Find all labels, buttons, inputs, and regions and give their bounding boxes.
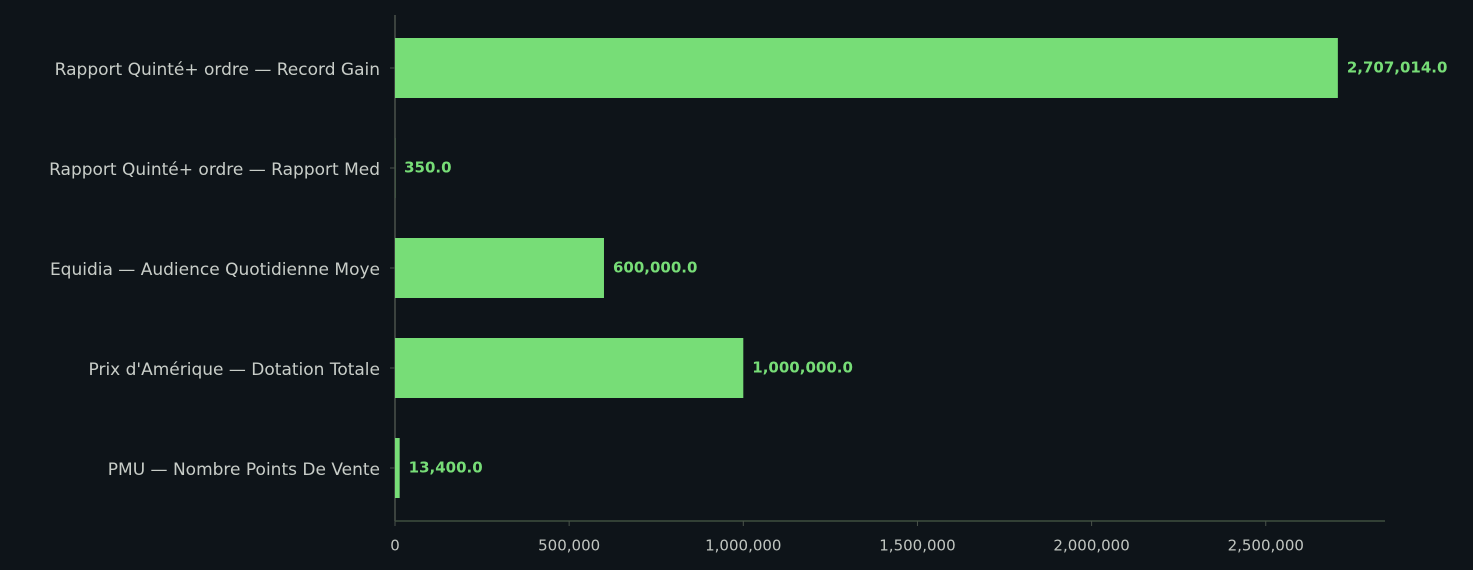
value-label: 2,707,014.0: [1347, 59, 1448, 77]
value-label: 1,000,000.0: [752, 359, 853, 377]
bar: [395, 38, 1338, 98]
y-tick-label: Prix d'Amérique — Dotation Totale: [89, 360, 381, 380]
x-tick-label: 0: [390, 537, 400, 555]
x-tick-label: 1,500,000: [879, 537, 955, 555]
value-label: 350.0: [404, 159, 451, 177]
bar: [395, 338, 744, 398]
y-tick-label: PMU — Nombre Points De Vente: [108, 460, 380, 480]
value-label: 600,000.0: [613, 259, 697, 277]
bar: [395, 238, 604, 298]
x-tick-label: 2,000,000: [1053, 537, 1129, 555]
y-tick-label: Rapport Quinté+ ordre — Rapport Med: [49, 160, 380, 180]
value-label: 13,400.0: [409, 459, 483, 477]
x-tick-label: 1,000,000: [705, 537, 781, 555]
y-tick-label: Equidia — Audience Quotidienne Moye: [50, 260, 380, 280]
x-tick-label: 2,500,000: [1228, 537, 1304, 555]
bar: [395, 438, 400, 498]
y-tick-label: Rapport Quinté+ ordre — Record Gain: [55, 60, 380, 80]
x-tick-label: 500,000: [538, 537, 600, 555]
